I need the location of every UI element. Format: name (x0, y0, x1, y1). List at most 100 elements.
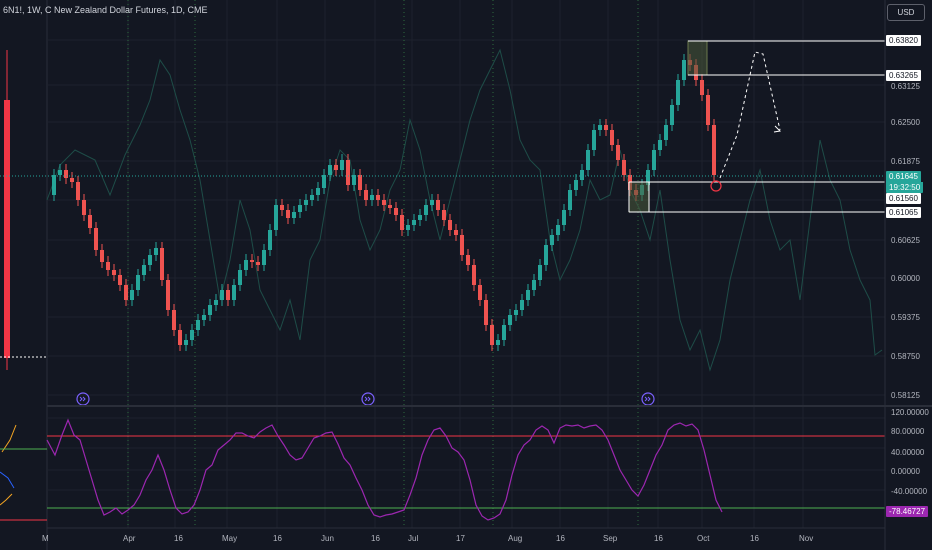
time-axis-label: Apr (123, 534, 136, 543)
candle-body (304, 200, 308, 205)
candle-body (340, 160, 344, 170)
candle-body (346, 160, 350, 185)
oscillator-pane (46, 418, 885, 521)
candle-body (622, 160, 626, 175)
candle-body (700, 80, 704, 95)
candle-body (712, 125, 716, 175)
candle-body (130, 290, 134, 300)
time-axis-label: Jun (321, 534, 334, 543)
candle-body (526, 290, 530, 300)
time-axis-label: 16 (174, 534, 183, 543)
time-axis-label: Oct (697, 534, 710, 543)
candle-body (484, 300, 488, 325)
price-axis-label: 0.61875 (891, 157, 920, 166)
level-tag-06326[interactable]: 0.63265 (886, 70, 921, 81)
main-symbol-title[interactable]: New Zealand Dollar Futures, 1D, CME (54, 5, 208, 15)
candle-body (442, 210, 446, 220)
price-axis-label: 0.60625 (891, 236, 920, 245)
candle-body (532, 280, 536, 290)
candle-body (256, 262, 260, 265)
time-axis-label: Nov (799, 534, 814, 543)
candle-body (88, 215, 92, 228)
time-axis-label: M (42, 534, 49, 543)
candle-body (52, 175, 56, 195)
candle-body (106, 262, 110, 270)
oscillator-line (46, 418, 723, 521)
candle-body (412, 220, 416, 225)
time-axis-label: May (222, 534, 238, 543)
time-axis-label: 17 (456, 534, 465, 543)
candle-body (70, 178, 74, 182)
candle-body (382, 200, 386, 205)
candle-body (58, 170, 62, 175)
candle-body (388, 205, 392, 208)
candle-body (418, 215, 422, 220)
candle-body (232, 285, 236, 300)
candle-body (454, 230, 458, 235)
candle-body (364, 190, 368, 200)
candle-body (430, 200, 434, 205)
candle-body (334, 165, 338, 170)
candle-body (136, 275, 140, 290)
candle-body (100, 250, 104, 262)
level-tag-06106[interactable]: 0.61065 (886, 207, 921, 218)
candle-body (262, 250, 266, 265)
candle-body (154, 248, 158, 255)
oscillator-axis-label: -40.00000 (891, 487, 928, 496)
candle-body (328, 165, 332, 175)
candle-body (466, 255, 470, 265)
candle-body (436, 200, 440, 210)
candlestick-series (52, 54, 716, 351)
projection-dashed-arrow[interactable] (719, 51, 781, 179)
price-axis-label: 0.58125 (891, 391, 920, 400)
candle-body (322, 175, 326, 188)
candle-body (112, 270, 116, 275)
candle-body (664, 125, 668, 140)
candle-body (556, 225, 560, 235)
price-axis-label: 0.60000 (891, 274, 920, 283)
drawing-zones[interactable] (0, 40, 885, 213)
candle-body (190, 330, 194, 340)
candle-body (148, 255, 152, 265)
candle-body (250, 260, 254, 262)
candle-body (580, 170, 584, 180)
candle-body (616, 145, 620, 160)
time-axis-label: 16 (750, 534, 759, 543)
candle-body (94, 228, 98, 250)
candle-body (610, 130, 614, 145)
low-circle-marker[interactable] (710, 180, 722, 192)
current-price-tag[interactable]: 0.61645 (886, 171, 921, 182)
candle-body (604, 125, 608, 130)
time-axis-label: Aug (508, 534, 523, 543)
candle-body (310, 195, 314, 200)
time-axis-label: 16 (273, 534, 282, 543)
level-tag-06156[interactable]: 0.61560 (886, 193, 921, 204)
time-axis-label: 16 (371, 534, 380, 543)
candle-body (406, 225, 410, 230)
candle-body (496, 340, 500, 345)
level-tag-0638[interactable]: 0.63820 (886, 35, 921, 46)
candle-body (676, 80, 680, 105)
currency-button[interactable]: USD (887, 4, 925, 21)
candle-body (316, 188, 320, 195)
candle-body (208, 305, 212, 315)
candle-body (370, 195, 374, 200)
left-symbol-title[interactable]: 6N1!, 1W, C (3, 5, 52, 15)
candle-body (202, 315, 206, 320)
candle-body (394, 208, 398, 215)
candle-body (184, 340, 188, 345)
session-separators (127, 0, 639, 528)
candle-body (178, 330, 182, 345)
demand-zone-box[interactable] (628, 181, 650, 213)
supply-zone-box[interactable] (687, 40, 708, 76)
candle-body (124, 285, 128, 300)
price-axis-label: 0.63125 (891, 82, 920, 91)
candle-body (220, 290, 224, 300)
candle-body (490, 325, 494, 345)
oscillator-axis-label: 120.00000 (891, 408, 929, 417)
candle-body (706, 95, 710, 125)
time-axis-label: Jul (408, 534, 419, 543)
projection-path[interactable] (710, 51, 782, 192)
candle-body (196, 320, 200, 330)
